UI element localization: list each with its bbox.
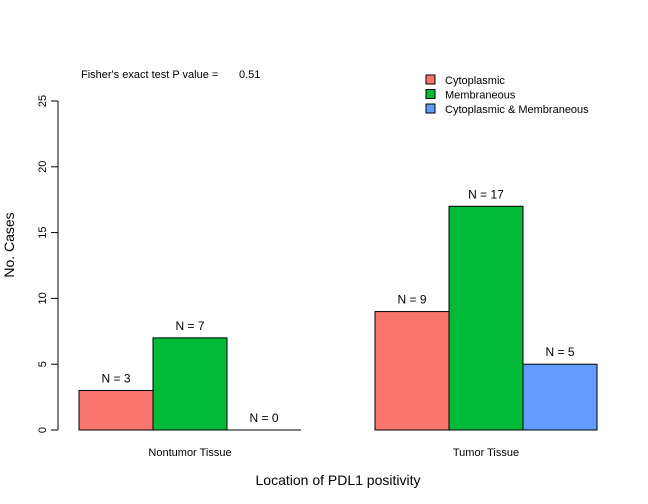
legend-swatch — [425, 89, 436, 99]
bar — [78, 390, 154, 431]
x-axis-title: Location of PDL1 positivity — [256, 472, 421, 488]
bar-data-label: N = 17 — [468, 187, 504, 201]
bars-group — [78, 205, 598, 431]
y-axis-title: No. Cases — [1, 212, 17, 277]
bar — [152, 337, 228, 431]
bar-data-label: N = 0 — [249, 411, 278, 425]
y-tick-label: 25 — [37, 95, 49, 107]
y-tick-label: 5 — [37, 361, 49, 367]
bar-labels-group: N = 3 N = 7 N = 0 N = 9 N = 17 N = 5 — [101, 187, 574, 425]
bar — [522, 363, 598, 431]
annotation-label: Fisher's exact test P value = — [81, 69, 218, 81]
y-tick-label: 20 — [37, 161, 49, 173]
bar-data-label: N = 9 — [397, 293, 426, 307]
legend: Cytoplasmic Membraneous Cytoplasmic & Memb… — [425, 74, 589, 116]
legend-label: Membraneous — [445, 89, 516, 101]
annotation: Fisher's exact test P value = 0.51 — [81, 69, 260, 81]
bar-data-label: N = 5 — [545, 345, 574, 359]
y-axis: 0 5 10 15 20 25 — [37, 95, 59, 433]
legend-label: Cytoplasmic — [445, 75, 505, 87]
bar-data-label: N = 3 — [101, 372, 130, 386]
legend-swatch — [425, 74, 436, 85]
x-tick-label: Tumor Tissue — [453, 447, 519, 459]
y-tick-label: 0 — [37, 427, 49, 433]
y-tick-label: 10 — [37, 292, 49, 304]
bar — [374, 311, 450, 431]
y-tick-label: 15 — [37, 226, 49, 238]
annotation-value: 0.51 — [239, 69, 260, 81]
x-axis: Nontumor Tissue Tumor Tissue — [148, 447, 519, 459]
legend-swatch — [425, 103, 436, 114]
bar-data-label: N = 7 — [175, 319, 204, 333]
bar — [448, 205, 524, 431]
legend-label: Cytoplasmic & Membraneous — [445, 104, 589, 116]
x-tick-label: Nontumor Tissue — [148, 447, 231, 459]
